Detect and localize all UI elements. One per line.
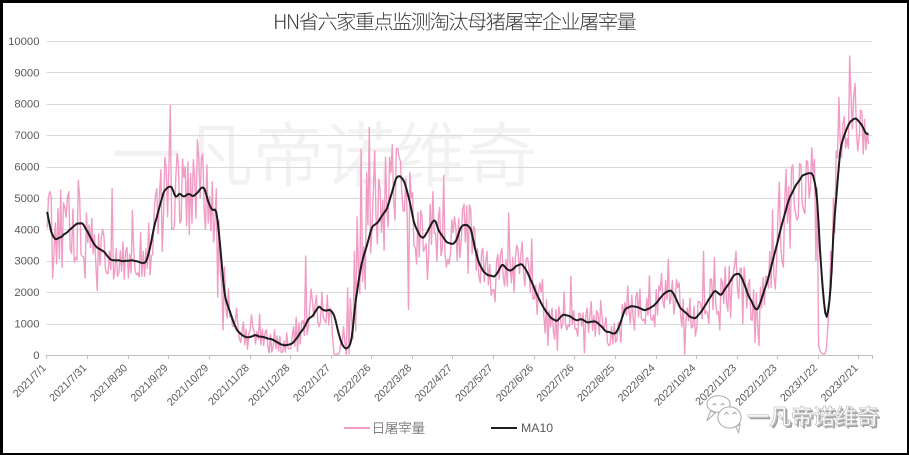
- svg-text:8000: 8000: [14, 99, 39, 111]
- svg-text:0: 0: [33, 350, 39, 362]
- svg-text:10000: 10000: [8, 36, 39, 48]
- svg-text:4000: 4000: [14, 224, 39, 236]
- svg-text:9000: 9000: [14, 67, 39, 79]
- svg-text:1000: 1000: [14, 319, 39, 331]
- svg-text:2000: 2000: [14, 287, 39, 299]
- svg-text:7000: 7000: [14, 130, 39, 142]
- svg-text:5000: 5000: [14, 193, 39, 205]
- svg-text:MA10: MA10: [521, 421, 553, 435]
- svg-text:3000: 3000: [14, 256, 39, 268]
- svg-text:6000: 6000: [14, 162, 39, 174]
